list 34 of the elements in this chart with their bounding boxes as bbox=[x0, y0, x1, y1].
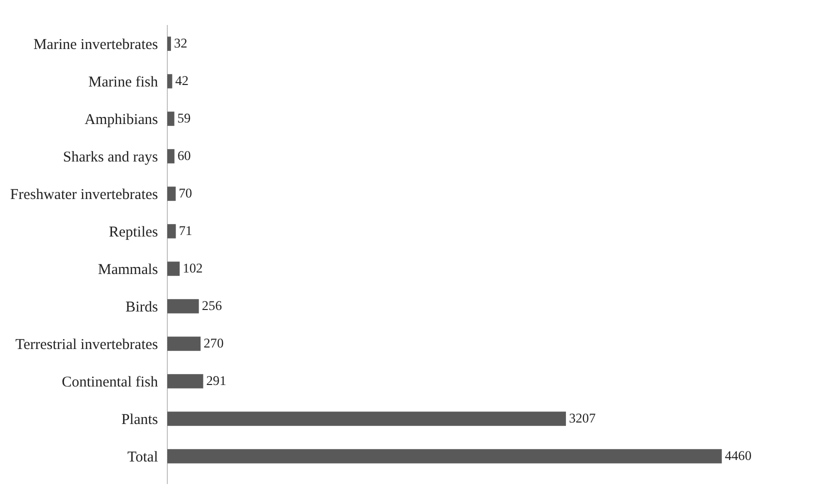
bar bbox=[167, 262, 180, 276]
data-label: 70 bbox=[178, 185, 192, 200]
bar bbox=[167, 412, 566, 426]
data-label: 60 bbox=[177, 148, 192, 163]
bar bbox=[167, 374, 204, 388]
data-label: 4460 bbox=[724, 448, 752, 463]
y-tick-label: Terrestrial invertebrates bbox=[15, 337, 158, 353]
data-label: 32 bbox=[174, 35, 188, 50]
bar bbox=[167, 186, 176, 201]
y-tick-label: Marine invertebrates bbox=[33, 37, 158, 53]
y-tick-label: Amphibians bbox=[84, 112, 158, 128]
bar bbox=[167, 112, 174, 126]
y-tick-label: Marine fish bbox=[88, 74, 158, 90]
y-tick-label: Freshwater invertebrates bbox=[10, 187, 158, 203]
data-label: 42 bbox=[175, 72, 189, 88]
bar bbox=[167, 336, 201, 351]
y-tick-label: Reptiles bbox=[108, 224, 158, 240]
bar bbox=[167, 299, 199, 314]
y-tick-label: Total bbox=[127, 450, 158, 466]
y-tick-label: Mammals bbox=[98, 262, 158, 278]
bar bbox=[167, 449, 722, 464]
y-tick-label: Sharks and rays bbox=[63, 150, 158, 166]
data-label: 71 bbox=[178, 222, 192, 238]
y-tick-label: Birds bbox=[125, 300, 158, 316]
y-tick-label: Continental fish bbox=[62, 374, 158, 390]
data-label: 102 bbox=[182, 260, 203, 276]
data-label: 256 bbox=[202, 298, 222, 313]
data-label: 291 bbox=[206, 372, 226, 388]
bar bbox=[167, 224, 176, 238]
y-tick-label: Plants bbox=[121, 412, 158, 428]
data-label: 3207 bbox=[568, 410, 596, 426]
data-label: 59 bbox=[177, 110, 192, 126]
bar bbox=[167, 149, 174, 164]
data-label: 270 bbox=[204, 335, 224, 350]
